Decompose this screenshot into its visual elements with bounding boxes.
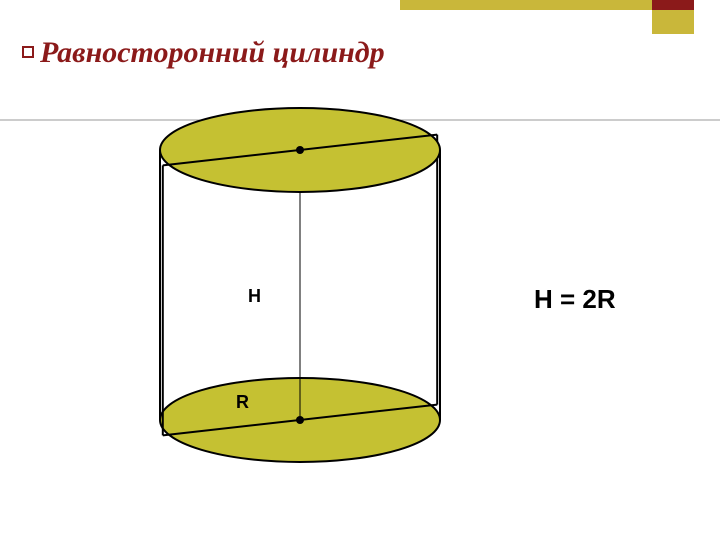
label-height: H [248,286,261,307]
label-radius: R [236,392,249,413]
formula-text: H = 2R [534,284,616,315]
cylinder-top-center [296,146,304,154]
cylinder-diagram [0,0,720,540]
